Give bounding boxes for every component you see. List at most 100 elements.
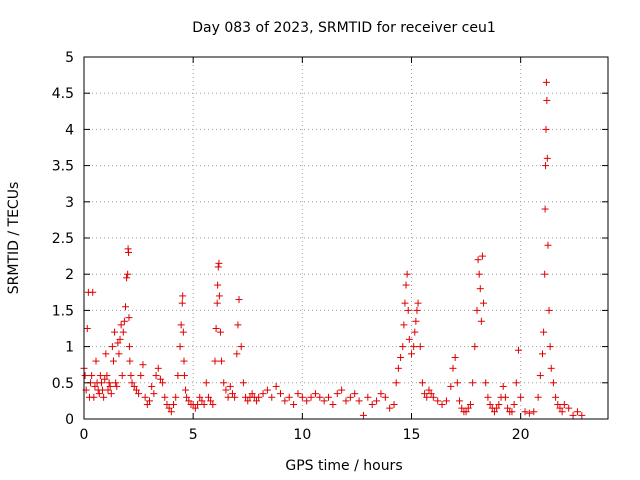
data-point	[451, 353, 459, 361]
data-point	[113, 382, 121, 390]
data-point	[539, 350, 546, 358]
data-point	[198, 397, 206, 405]
data-point	[285, 393, 293, 401]
data-point	[556, 404, 564, 412]
data-point	[298, 393, 306, 401]
data-point	[521, 408, 529, 416]
data-point	[130, 382, 138, 390]
data-point	[212, 325, 220, 332]
data-point	[307, 393, 315, 401]
data-point	[554, 401, 562, 409]
data-point	[154, 364, 162, 372]
data-point	[118, 372, 126, 380]
data-point	[202, 379, 210, 387]
x-axis-label: GPS time / hours	[285, 458, 402, 474]
data-point	[364, 393, 372, 401]
data-point	[132, 386, 140, 394]
data-point	[263, 386, 271, 394]
data-point	[429, 393, 437, 401]
data-point	[542, 78, 550, 86]
data-point	[200, 401, 208, 409]
data-point	[294, 390, 302, 398]
data-point	[482, 379, 490, 387]
data-point	[346, 393, 354, 401]
data-point	[97, 379, 105, 387]
data-point	[333, 390, 341, 398]
x-tick-label: 10	[293, 427, 311, 443]
data-point	[558, 408, 566, 416]
data-point	[125, 343, 133, 351]
data-point	[473, 306, 481, 314]
y-tick-label: 0	[65, 412, 74, 428]
data-point	[255, 393, 263, 401]
data-point	[163, 401, 171, 409]
data-point	[390, 401, 398, 409]
data-point	[107, 390, 115, 398]
data-point	[141, 393, 149, 401]
data-point	[453, 379, 461, 387]
data-point	[209, 401, 217, 409]
data-point	[91, 382, 99, 390]
data-point	[484, 393, 492, 401]
data-point	[159, 379, 167, 387]
data-point	[156, 375, 164, 383]
data-point	[425, 386, 433, 394]
data-point	[544, 241, 552, 249]
data-point	[510, 401, 518, 409]
data-point	[416, 343, 424, 351]
x-tick-label: 0	[80, 427, 89, 443]
data-point	[442, 397, 450, 405]
data-point	[185, 397, 193, 405]
data-point	[381, 393, 389, 401]
data-point	[530, 408, 538, 416]
data-point	[414, 299, 422, 307]
data-point	[469, 379, 477, 387]
data-point	[92, 357, 100, 365]
y-tick-label: 4.5	[52, 86, 74, 102]
data-point	[101, 375, 109, 383]
data-point	[351, 390, 359, 398]
data-point	[421, 390, 429, 398]
data-point	[148, 382, 156, 390]
data-point	[259, 390, 267, 398]
data-point	[170, 401, 178, 409]
data-point	[102, 350, 110, 358]
data-point	[109, 357, 117, 365]
data-point	[542, 125, 550, 133]
data-point	[377, 390, 385, 398]
data-point	[180, 357, 188, 365]
data-point	[517, 393, 525, 401]
data-point	[404, 306, 412, 314]
data-point	[95, 390, 103, 398]
data-point	[161, 393, 169, 401]
data-point	[124, 270, 132, 278]
data-point	[543, 154, 551, 162]
data-point	[412, 317, 420, 325]
data-point	[231, 393, 239, 401]
data-point	[228, 390, 236, 398]
data-point	[194, 401, 202, 409]
data-point	[405, 335, 413, 343]
data-point	[495, 401, 503, 409]
data-point	[534, 393, 542, 401]
data-point	[174, 372, 182, 380]
data-point	[216, 328, 224, 336]
data-point	[220, 379, 228, 387]
data-point	[172, 393, 180, 401]
data-point	[493, 404, 501, 412]
data-point	[167, 408, 175, 416]
data-point	[462, 408, 470, 416]
data-point	[100, 393, 108, 401]
data-point	[474, 256, 482, 264]
data-point	[471, 343, 479, 351]
data-point	[207, 397, 215, 405]
data-point	[233, 350, 241, 358]
data-point	[178, 299, 186, 307]
data-point	[536, 372, 544, 380]
data-point	[449, 364, 457, 372]
data-point	[403, 270, 411, 278]
data-point	[540, 328, 548, 336]
data-point	[338, 386, 346, 394]
data-point	[499, 382, 507, 390]
